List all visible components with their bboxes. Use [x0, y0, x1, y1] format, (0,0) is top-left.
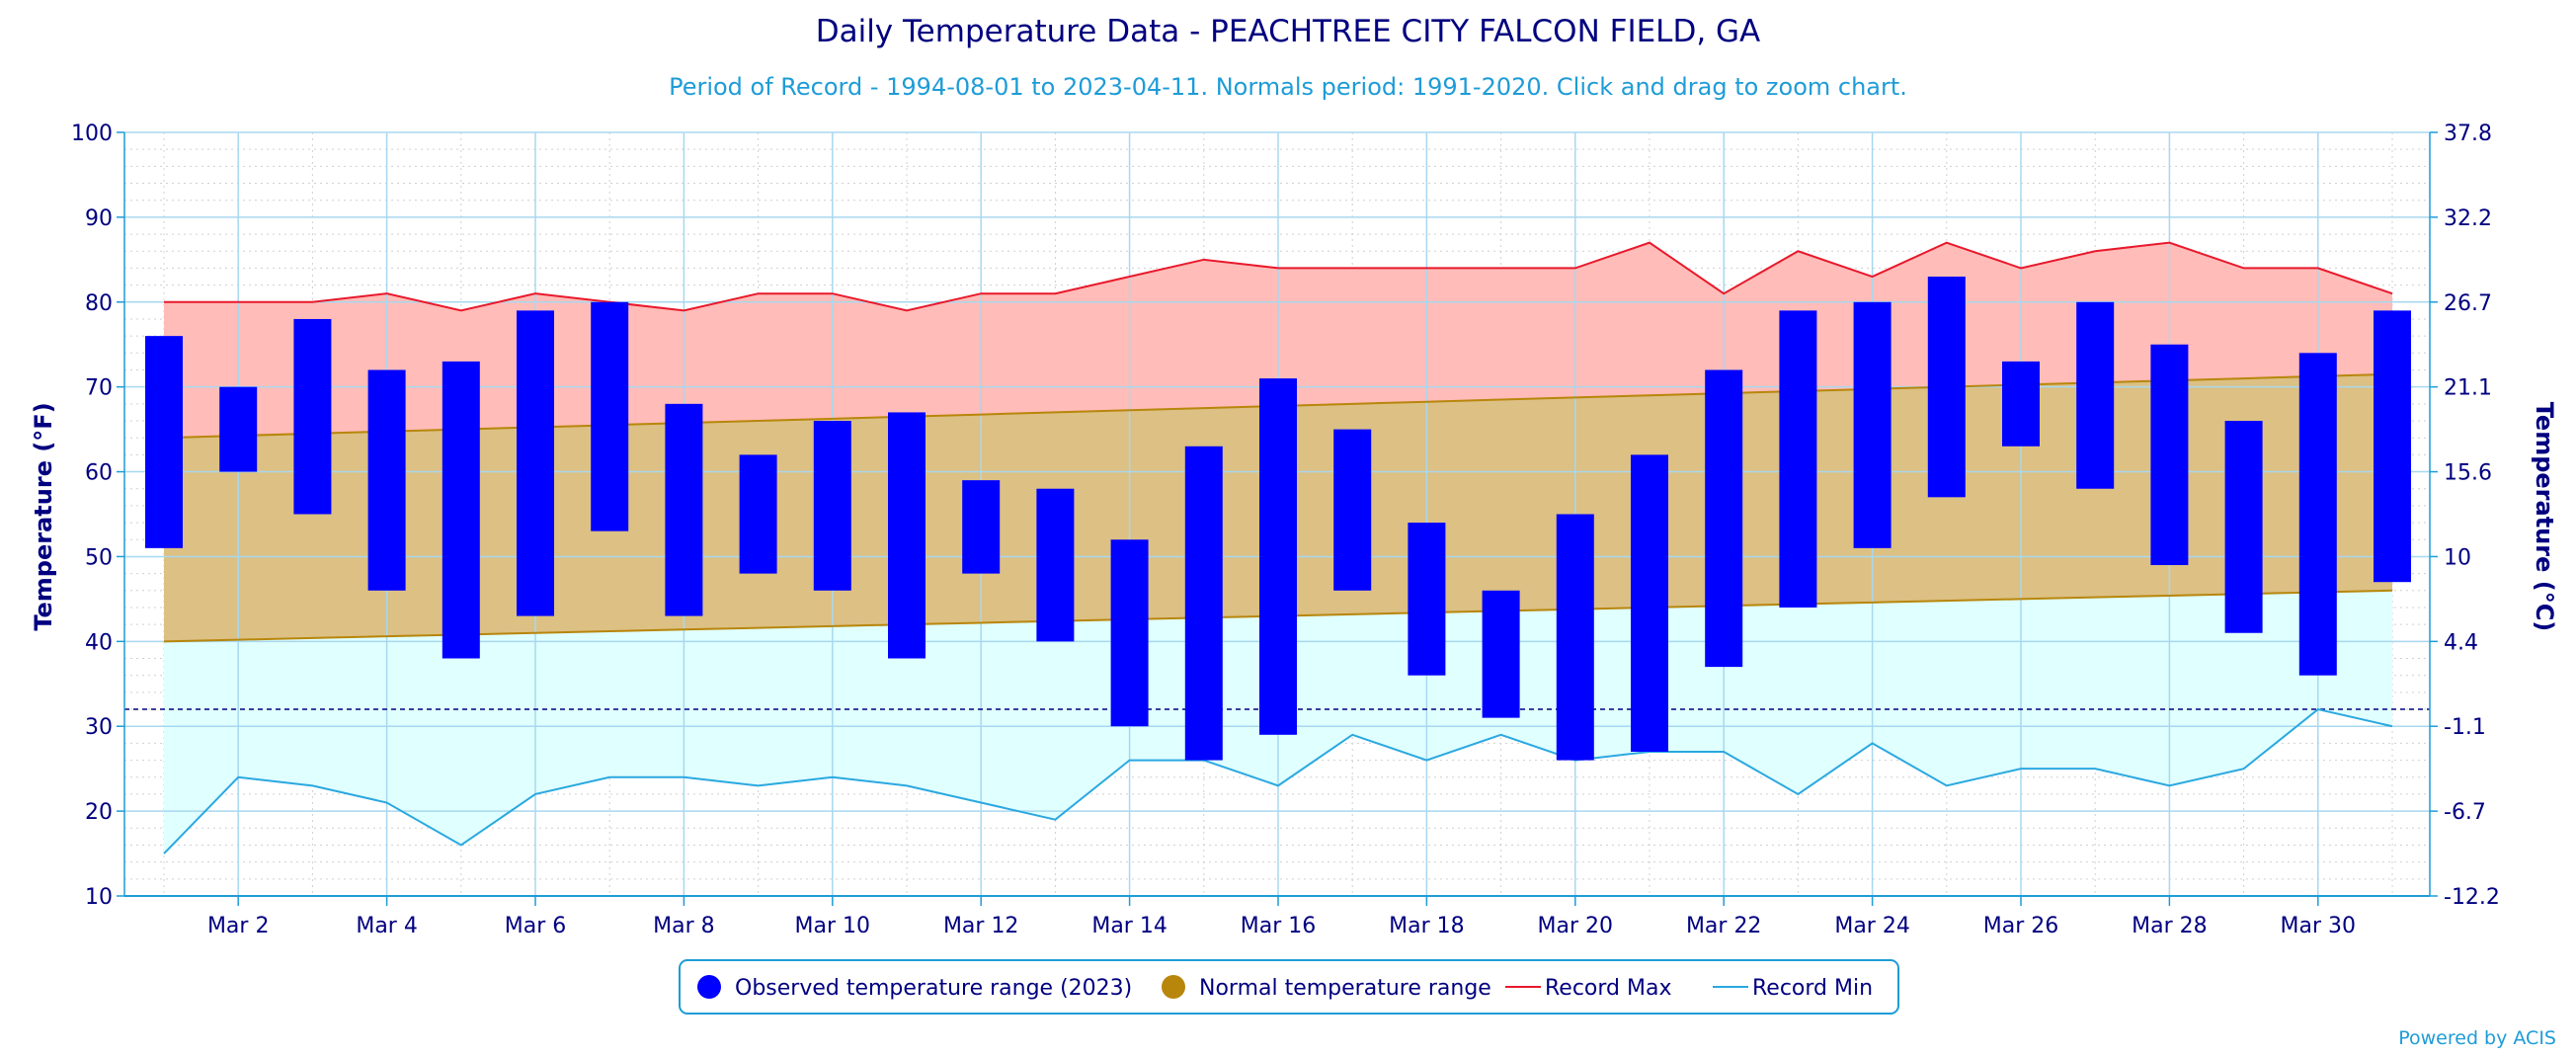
observed-range-bar — [1705, 369, 1743, 668]
y-axis-title-left: Temperature (°F) — [30, 402, 57, 630]
x-tick-label: Mar 12 — [943, 914, 1019, 938]
y-tick-label-right: 21.1 — [2444, 376, 2492, 401]
y-tick-label-left: 90 — [85, 206, 113, 231]
x-tick-label: Mar 26 — [1983, 914, 2059, 938]
observed-range-bar — [2298, 353, 2337, 676]
y-tick-label-left: 70 — [85, 376, 113, 401]
y-tick-label-left: 40 — [85, 630, 113, 655]
y-tick-label-left: 30 — [85, 715, 113, 740]
observed-range-bar — [2150, 344, 2189, 566]
x-tick-label: Mar 18 — [1389, 914, 1465, 938]
y-tick-label-right: -12.2 — [2444, 885, 2500, 910]
x-tick-label: Mar 4 — [356, 914, 418, 938]
chart-subtitle: Period of Record - 1994-08-01 to 2023-04… — [669, 73, 1907, 101]
observed-range-bar — [1779, 310, 1817, 608]
legend-symbol — [697, 975, 721, 999]
x-tick-label: Mar 14 — [1091, 914, 1167, 938]
observed-range-bar — [739, 454, 777, 574]
observed-range-bar — [591, 301, 629, 531]
y-tick-label-right: -1.1 — [2444, 715, 2486, 740]
x-tick-label: Mar 16 — [1241, 914, 1317, 938]
observed-range-bar — [293, 318, 332, 515]
y-tick-label-right: -6.7 — [2444, 800, 2486, 825]
y-tick-label-right: 37.8 — [2444, 122, 2492, 146]
y-tick-label-left: 60 — [85, 461, 113, 486]
record-min-line — [163, 707, 2393, 854]
observed-range-bar — [2224, 421, 2263, 633]
observed-range-bar — [1408, 523, 1446, 676]
y-axis-title-right: Temperature (°C) — [2531, 402, 2558, 632]
observed-range-bar — [665, 403, 703, 616]
record-max-line — [164, 241, 2393, 312]
observed-range-bar — [145, 336, 183, 548]
y-tick-label-left: 20 — [85, 800, 113, 825]
legend-item-label: Observed temperature range (2023) — [735, 976, 1132, 1001]
x-tick-label: Mar 10 — [795, 914, 871, 938]
observed-range-bar — [1631, 454, 1668, 752]
credit-link[interactable]: Powered by ACIS — [2398, 1027, 2556, 1049]
chart-title: Daily Temperature Data - PEACHTREE CITY … — [816, 14, 1761, 49]
observed-range-bar — [813, 421, 851, 591]
y-tick-label-left: 100 — [71, 122, 113, 146]
y-tick-label-right: 10 — [2444, 545, 2471, 570]
observed-range-bar — [367, 369, 406, 591]
x-tick-label: Mar 22 — [1686, 914, 1762, 938]
plot-area[interactable]: 10 20 30 40 50 60 70 80 90 100 -12.2 -6.7 -1.1 4.4 10 1… — [71, 122, 2500, 938]
legend-item-label: Record Max — [1545, 976, 1672, 1001]
observed-range-bar — [1259, 378, 1297, 735]
x-tick-label: Mar 28 — [2132, 914, 2208, 938]
observed-range-bar — [962, 480, 1001, 574]
y-tick-label-left: 80 — [85, 291, 113, 316]
legend-item-label: Record Min — [1752, 976, 1873, 1001]
observed-range-bar — [1333, 429, 1372, 591]
y-tick-label-right: 26.7 — [2444, 291, 2492, 316]
x-tick-label: Mar 2 — [207, 914, 270, 938]
observed-range-bar — [2002, 361, 2040, 447]
observed-range-bar — [2374, 310, 2411, 583]
x-tick-label: Mar 6 — [505, 914, 567, 938]
legend-symbol — [1162, 975, 1185, 999]
observed-range-bar — [442, 361, 480, 659]
y-tick-label-right: 4.4 — [2444, 630, 2478, 655]
y-tick-label-left: 50 — [85, 545, 113, 570]
x-tick-label: Mar 20 — [1538, 914, 1614, 938]
observed-range-bar — [219, 386, 258, 472]
y-tick-label-left: 10 — [85, 885, 113, 910]
observed-range-bar — [1927, 277, 1966, 498]
observed-range-bar — [1184, 446, 1223, 761]
observed-range-bar — [1853, 301, 1892, 548]
legend: Observed temperature range (2023) Normal … — [679, 959, 1899, 1015]
observed-range-bar — [2076, 301, 2115, 489]
observed-range-bar — [1482, 590, 1520, 718]
observed-range-bar — [517, 310, 554, 616]
observed-range-bar — [1110, 539, 1149, 727]
y-tick-label-right: 15.6 — [2444, 461, 2492, 486]
observed-range-bar — [1036, 488, 1075, 642]
x-tick-label: Mar 30 — [2281, 914, 2357, 938]
legend-box — [679, 959, 1899, 1015]
x-tick-label: Mar 8 — [653, 914, 715, 938]
x-tick-label: Mar 24 — [1834, 914, 1910, 938]
legend-item-label: Normal temperature range — [1199, 976, 1491, 1001]
observed-range-bar — [1556, 514, 1594, 761]
observed-range-bar — [888, 412, 926, 659]
y-tick-label-right: 32.2 — [2444, 206, 2492, 231]
